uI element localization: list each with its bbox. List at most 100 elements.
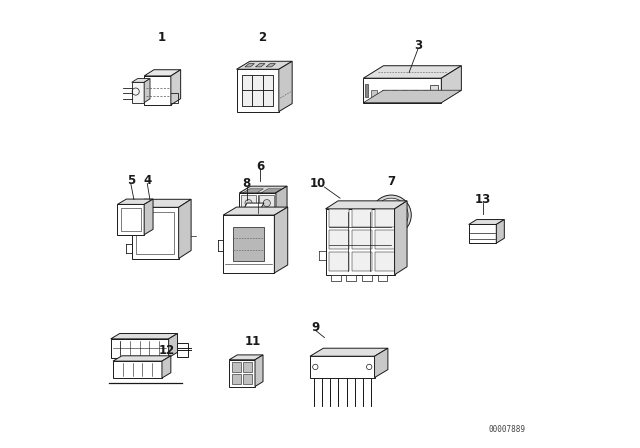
Polygon shape [326, 209, 395, 275]
Polygon shape [132, 207, 179, 258]
Polygon shape [242, 75, 273, 106]
Polygon shape [395, 201, 407, 275]
Polygon shape [239, 193, 276, 215]
Text: 11: 11 [245, 336, 261, 349]
Polygon shape [255, 64, 265, 67]
Bar [402, 90, 408, 100]
Polygon shape [374, 348, 388, 378]
Circle shape [381, 209, 384, 211]
Polygon shape [229, 360, 255, 387]
Polygon shape [240, 203, 264, 215]
Bar [242, 75, 252, 90]
Bar [243, 375, 252, 384]
Bar [329, 252, 349, 271]
Polygon shape [468, 224, 496, 243]
Bar [375, 252, 395, 271]
Polygon shape [442, 66, 461, 103]
Bar [422, 90, 428, 100]
Text: 12: 12 [158, 345, 175, 358]
Polygon shape [113, 356, 171, 361]
Polygon shape [362, 275, 372, 281]
Circle shape [380, 214, 383, 216]
Circle shape [395, 205, 397, 208]
Polygon shape [144, 199, 153, 235]
Bar [375, 208, 395, 227]
Text: 7: 7 [387, 175, 396, 188]
Polygon shape [113, 361, 162, 378]
Polygon shape [245, 64, 254, 67]
Polygon shape [255, 64, 265, 67]
Polygon shape [144, 76, 171, 105]
Polygon shape [266, 64, 275, 67]
Text: 3: 3 [414, 39, 422, 52]
Circle shape [263, 199, 270, 207]
Bar [352, 252, 372, 271]
Text: 1: 1 [158, 30, 166, 43]
Polygon shape [378, 275, 387, 281]
Bar [263, 90, 273, 106]
Polygon shape [275, 207, 288, 273]
Polygon shape [132, 82, 144, 103]
Polygon shape [237, 69, 279, 112]
Bar [259, 195, 274, 213]
Text: 13: 13 [474, 193, 491, 206]
Bar [375, 230, 395, 249]
Bar [243, 362, 252, 372]
Bar [329, 230, 349, 249]
Polygon shape [111, 339, 168, 358]
Bar [430, 85, 438, 96]
Circle shape [371, 195, 412, 235]
Polygon shape [229, 355, 263, 360]
Bar [352, 208, 372, 227]
Circle shape [395, 223, 397, 225]
Polygon shape [144, 78, 150, 103]
Polygon shape [245, 64, 254, 67]
Polygon shape [364, 78, 442, 103]
Bar [381, 90, 387, 100]
Bar [252, 90, 263, 106]
Polygon shape [255, 355, 263, 387]
Circle shape [245, 199, 252, 207]
Circle shape [385, 205, 388, 208]
Polygon shape [261, 189, 282, 193]
Text: 2: 2 [258, 30, 266, 43]
Bar [263, 75, 273, 90]
Polygon shape [331, 275, 340, 281]
Polygon shape [168, 333, 177, 358]
Text: 00007889: 00007889 [488, 425, 525, 434]
Bar [392, 90, 397, 100]
Text: 5: 5 [127, 174, 135, 187]
Circle shape [399, 219, 401, 221]
Bar [371, 90, 377, 100]
Polygon shape [310, 356, 374, 378]
Circle shape [390, 204, 392, 207]
Polygon shape [276, 186, 287, 215]
Polygon shape [364, 66, 461, 78]
Bar [242, 90, 252, 106]
Bar [365, 84, 368, 97]
Circle shape [390, 224, 392, 226]
Bar [241, 195, 256, 213]
Polygon shape [243, 189, 264, 193]
Bar [412, 90, 418, 100]
Polygon shape [223, 207, 288, 215]
Polygon shape [266, 64, 275, 67]
Polygon shape [279, 61, 292, 112]
Polygon shape [177, 343, 188, 357]
Text: 8: 8 [243, 177, 251, 190]
Circle shape [381, 219, 384, 221]
Circle shape [390, 213, 393, 217]
Polygon shape [496, 220, 504, 243]
Bar [252, 75, 263, 90]
Text: 4: 4 [143, 174, 152, 187]
Polygon shape [364, 90, 461, 103]
Text: 9: 9 [312, 321, 319, 334]
Polygon shape [144, 70, 180, 76]
Circle shape [374, 198, 408, 232]
Text: 6: 6 [256, 159, 264, 172]
Polygon shape [132, 78, 150, 82]
Polygon shape [468, 220, 504, 224]
Bar [232, 362, 241, 372]
Polygon shape [223, 215, 275, 273]
Bar [352, 230, 372, 249]
